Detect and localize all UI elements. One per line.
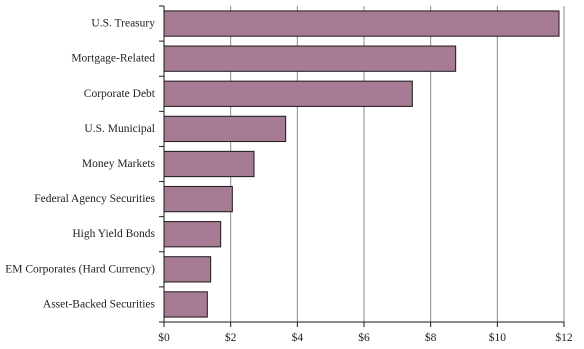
bar [163, 256, 212, 283]
category-label: Federal Agency Securities [34, 193, 155, 205]
bar [163, 221, 222, 248]
category-label: U.S. Treasury [91, 18, 155, 30]
category-label: Money Markets [82, 158, 156, 170]
x-tick-labels: $0 $2 $4 $6 $8 $10 $12 [158, 331, 573, 344]
category-labels: U.S. Treasury Mortgage-Related Corporate D… [5, 18, 156, 311]
bar [163, 150, 255, 178]
category-label: EM Corporates (Hard Currency) [5, 263, 155, 275]
x-tick-label: $12 [555, 331, 573, 344]
x-tick-label: $10 [489, 331, 507, 344]
x-tick-label: $4 [292, 331, 304, 344]
bar [163, 185, 233, 213]
bar [163, 10, 560, 37]
category-label: Corporate Debt [84, 88, 156, 100]
category-label: U.S. Municipal [84, 123, 155, 135]
bar [163, 115, 287, 143]
x-tick-label: $8 [425, 331, 437, 344]
category-label: Mortgage-Related [71, 53, 155, 65]
x-tick-label: $6 [358, 331, 370, 344]
bar [163, 291, 208, 318]
x-tick-label: $2 [225, 331, 237, 344]
category-label: High Yield Bonds [72, 228, 155, 240]
category-label: Asset-Backed Securities [43, 298, 156, 310]
axes [159, 5, 565, 327]
bars [163, 10, 560, 318]
bar [163, 45, 457, 72]
bar [163, 80, 413, 107]
x-tick-label: $0 [158, 331, 170, 344]
